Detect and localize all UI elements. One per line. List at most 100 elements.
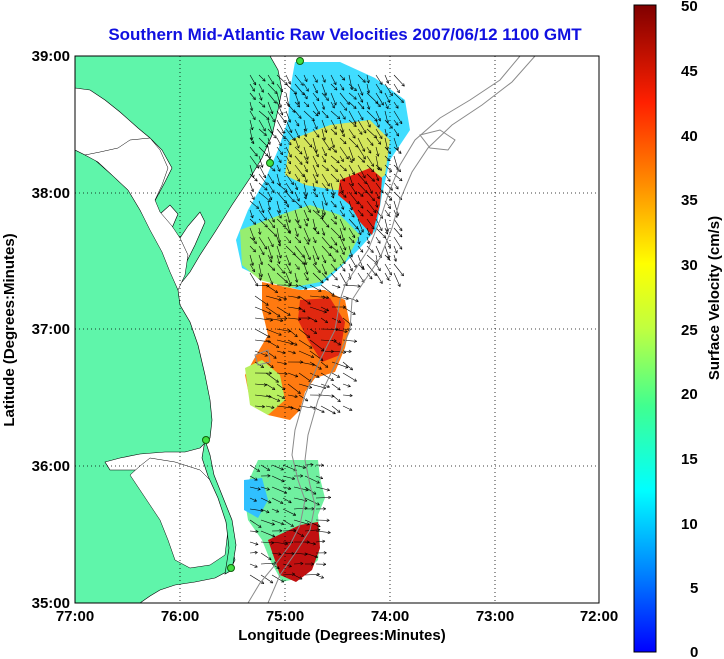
velocity-vector xyxy=(342,295,359,302)
velocity-vector xyxy=(260,486,270,490)
velocity-vector xyxy=(303,110,315,122)
velocity-vector xyxy=(254,328,271,338)
velocity-vector xyxy=(249,164,254,178)
velocity-vector-head xyxy=(330,351,334,354)
velocity-vector-head xyxy=(254,180,258,182)
velocity-vector xyxy=(366,191,375,201)
velocity-vector xyxy=(276,394,285,399)
velocity-vector-head xyxy=(262,404,265,408)
velocity-vector-head xyxy=(366,80,369,84)
velocity-vector xyxy=(357,119,367,134)
velocity-vector-head xyxy=(324,212,326,216)
velocity-vector-head xyxy=(303,196,307,200)
velocity-vector xyxy=(348,173,354,187)
velocity-vector xyxy=(249,74,257,86)
velocity-vector xyxy=(285,74,291,85)
velocity-vector-head xyxy=(298,266,300,270)
velocity-vector-head xyxy=(306,540,310,543)
velocity-vector xyxy=(287,284,299,287)
velocity-vector xyxy=(375,173,379,181)
land-delmarva xyxy=(75,56,283,283)
colorbar-tick-label: 10 xyxy=(681,516,698,533)
velocity-vector xyxy=(285,218,291,234)
velocity-vector xyxy=(249,497,257,502)
velocity-vector-head xyxy=(269,260,272,263)
velocity-vector-head xyxy=(376,118,378,122)
velocity-vector-head xyxy=(314,80,318,83)
velocity-vector xyxy=(294,155,303,165)
velocity-vector-head xyxy=(290,183,294,185)
velocity-vector-head xyxy=(380,103,384,106)
velocity-vector xyxy=(321,200,326,216)
velocity-vector xyxy=(294,245,305,258)
velocity-vector-head xyxy=(269,500,272,503)
velocity-vector xyxy=(393,254,397,262)
velocity-vector-head xyxy=(300,204,302,208)
velocity-vector xyxy=(321,164,329,171)
velocity-vector-head xyxy=(399,122,403,125)
velocity-vector-head xyxy=(340,159,344,162)
velocity-vector xyxy=(249,92,256,100)
velocity-vector xyxy=(265,306,281,317)
velocity-vector-head xyxy=(305,89,309,92)
velocity-vector-head xyxy=(336,117,340,120)
plot-frame xyxy=(74,55,600,604)
velocity-vector xyxy=(271,519,285,525)
velocity-vector-head xyxy=(278,313,281,317)
velocity-vector-head xyxy=(387,152,391,154)
velocity-vector xyxy=(375,236,381,244)
velocity-vector-head xyxy=(284,296,287,300)
velocity-vector-head xyxy=(318,524,321,527)
velocity-vector-head xyxy=(254,221,257,225)
velocity-vector-head xyxy=(264,183,268,186)
velocity-vector-head xyxy=(377,241,381,244)
velocity-vector xyxy=(294,146,303,155)
velocity-vector-head xyxy=(401,234,403,238)
velocity-vector-head xyxy=(400,274,404,277)
velocity-vector xyxy=(258,200,264,213)
velocity-vector-head xyxy=(287,120,291,123)
velocity-vector xyxy=(312,254,317,265)
velocity-vector xyxy=(287,383,301,394)
velocity-vector-head xyxy=(284,190,288,193)
velocity-vectors xyxy=(249,74,405,584)
velocity-vector-head xyxy=(376,167,380,171)
velocity-vector-head xyxy=(305,157,309,160)
velocity-vector-head xyxy=(295,284,299,287)
velocity-vector-head xyxy=(304,224,308,227)
velocity-vector xyxy=(366,227,371,236)
velocity-vector xyxy=(265,317,284,322)
velocity-vector-head xyxy=(399,235,403,238)
velocity-vector-head xyxy=(371,180,375,182)
velocity-vector-head xyxy=(353,121,357,125)
velocity-vector-head xyxy=(307,210,311,213)
velocity-vector-head xyxy=(379,91,383,94)
velocity-vector xyxy=(285,83,297,95)
velocity-vector xyxy=(321,209,324,218)
velocity-vector-head xyxy=(331,145,335,148)
velocity-vector-head xyxy=(272,522,275,525)
velocity-vector xyxy=(298,383,312,388)
velocity-vector-head xyxy=(279,260,281,264)
velocity-vector-head xyxy=(338,319,342,323)
velocity-vector-head xyxy=(269,311,272,314)
velocity-vector xyxy=(298,394,309,402)
velocity-vector-head xyxy=(307,522,310,525)
velocity-vector xyxy=(249,119,253,130)
map-title: Southern Mid-Atlantic Raw Velocities 200… xyxy=(108,25,582,44)
velocity-vector-head xyxy=(373,211,377,213)
velocity-vector xyxy=(249,137,255,144)
velocity-vector xyxy=(321,236,332,249)
velocity-vector-head xyxy=(253,188,255,192)
velocity-vector-head xyxy=(306,242,310,245)
velocity-vector xyxy=(294,173,300,182)
velocity-vector xyxy=(267,101,273,115)
velocity-vector-head xyxy=(288,566,292,568)
velocity-vector-head xyxy=(400,177,403,181)
velocity-vector xyxy=(366,83,370,94)
velocity-vector xyxy=(254,383,267,386)
velocity-vector xyxy=(287,405,301,411)
velocity-vector xyxy=(265,284,278,293)
velocity-vector-head xyxy=(282,352,286,355)
velocity-vector xyxy=(294,92,300,105)
